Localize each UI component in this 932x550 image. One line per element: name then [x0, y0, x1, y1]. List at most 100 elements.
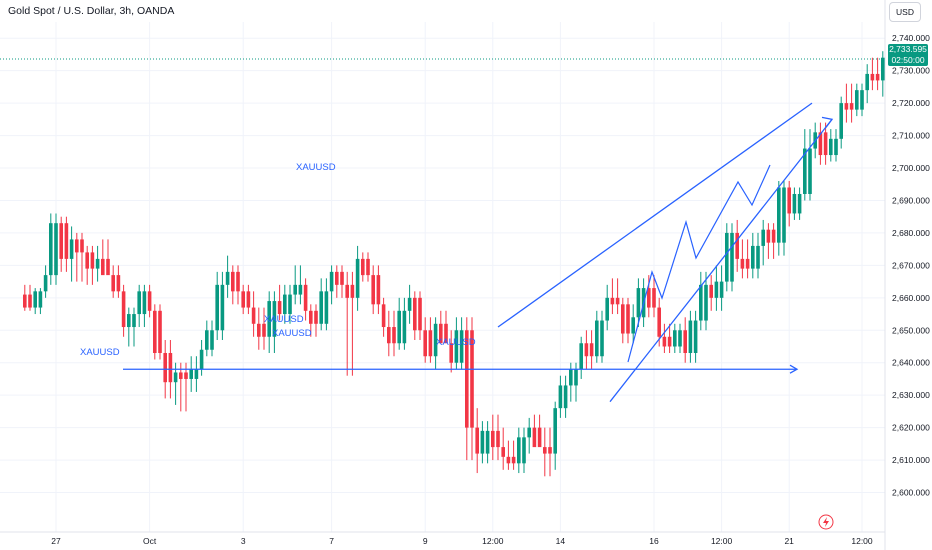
- candle-body: [849, 103, 854, 110]
- candle-body: [59, 223, 63, 259]
- candle-body: [236, 271, 240, 292]
- candle-body: [231, 271, 235, 292]
- candle-body: [111, 275, 115, 292]
- y-tick-label: 2,660.000: [892, 293, 930, 303]
- grid: [0, 22, 885, 532]
- candle-body: [168, 352, 173, 383]
- candle-body: [480, 430, 485, 454]
- candle-body: [454, 330, 459, 363]
- candle-body: [444, 323, 448, 344]
- candle-body: [860, 90, 864, 110]
- candle-body: [870, 73, 875, 81]
- drawings: [123, 102, 834, 403]
- candle-body: [652, 288, 656, 308]
- candle-body: [413, 297, 417, 331]
- candle-body: [470, 330, 474, 428]
- candle-body: [418, 297, 422, 331]
- candle-body: [267, 301, 271, 337]
- candle-body: [719, 281, 724, 298]
- candle-body: [314, 310, 318, 324]
- candle-body: [142, 291, 147, 315]
- candle-body: [600, 320, 604, 357]
- x-tick-label: 21: [784, 536, 794, 546]
- candle-body: [121, 291, 126, 328]
- candle-body: [709, 284, 713, 298]
- candle-body: [64, 223, 69, 259]
- x-tick-label: 12:00: [851, 536, 873, 546]
- candle-body: [210, 330, 214, 350]
- candle-body: [569, 369, 573, 386]
- candle-body: [153, 310, 157, 353]
- candle-body: [621, 304, 625, 334]
- x-tick-label: 27: [51, 536, 61, 546]
- annotations: XAUUSD XAUUSD XAUUSD XAUUSD XAUUSD: [80, 162, 476, 358]
- candle-body: [288, 294, 292, 315]
- candle-body: [667, 336, 672, 347]
- candle-body: [173, 372, 178, 383]
- candle-body: [381, 304, 386, 328]
- x-tick-label: 12:00: [711, 536, 733, 546]
- candle-body: [496, 430, 500, 448]
- candle-body: [85, 252, 89, 269]
- candle-body: [808, 148, 812, 194]
- y-tick-label: 2,680.000: [892, 228, 930, 238]
- candle-body: [543, 447, 547, 454]
- candle-body: [766, 229, 771, 243]
- candle-body: [782, 187, 786, 243]
- candles: [23, 51, 885, 477]
- candle-body: [132, 314, 136, 328]
- candle-body: [350, 284, 355, 298]
- y-tick-label: 2,700.000: [892, 163, 930, 173]
- candle-body: [402, 310, 407, 344]
- y-tick-label: 2,610.000: [892, 455, 930, 465]
- candle-body: [844, 103, 849, 110]
- candle-body: [704, 284, 708, 321]
- candle-body: [90, 252, 95, 269]
- candle-body: [563, 385, 568, 409]
- candle-body: [855, 90, 859, 110]
- candle-body: [376, 275, 381, 305]
- flash-icon[interactable]: [818, 514, 834, 530]
- candle-body: [459, 330, 464, 363]
- y-tick-label: 2,730.000: [892, 66, 930, 76]
- candle-body: [605, 297, 609, 321]
- x-tick-label: 3: [241, 536, 246, 546]
- candle-body: [465, 330, 469, 428]
- candle-body: [823, 132, 828, 156]
- candle-body: [371, 275, 375, 305]
- x-tick-label: 9: [423, 536, 428, 546]
- currency-button[interactable]: USD: [889, 2, 921, 22]
- candle-body: [257, 323, 261, 337]
- x-tick-label: 14: [556, 536, 566, 546]
- candle-body: [298, 284, 303, 295]
- candle-body: [756, 245, 760, 269]
- y-tick-label: 2,670.000: [892, 260, 930, 270]
- candle-body: [761, 229, 765, 246]
- candle-body: [355, 258, 360, 298]
- candle-body: [215, 284, 219, 331]
- candle-body: [38, 291, 43, 308]
- candle-body: [636, 288, 641, 318]
- y-tick-label: 2,710.000: [892, 131, 930, 141]
- candle-body: [714, 281, 719, 298]
- candle-body: [283, 294, 287, 315]
- candle-body: [818, 132, 823, 156]
- candle-body: [558, 385, 563, 409]
- candle-body: [225, 271, 230, 285]
- candle-body: [787, 187, 791, 214]
- candle-body: [199, 349, 204, 370]
- candle-body: [647, 288, 651, 308]
- candle-body: [179, 372, 183, 379]
- candle-body: [106, 258, 110, 276]
- candle-body: [730, 232, 734, 282]
- candle-body: [579, 343, 583, 370]
- candle-body: [745, 258, 750, 269]
- zigzag-path: [627, 164, 771, 363]
- candle-body: [792, 193, 797, 214]
- candle-body: [241, 291, 245, 308]
- candle-body: [548, 447, 552, 454]
- candle-body: [43, 275, 48, 292]
- candle-body: [875, 73, 880, 81]
- candle-body: [615, 297, 620, 305]
